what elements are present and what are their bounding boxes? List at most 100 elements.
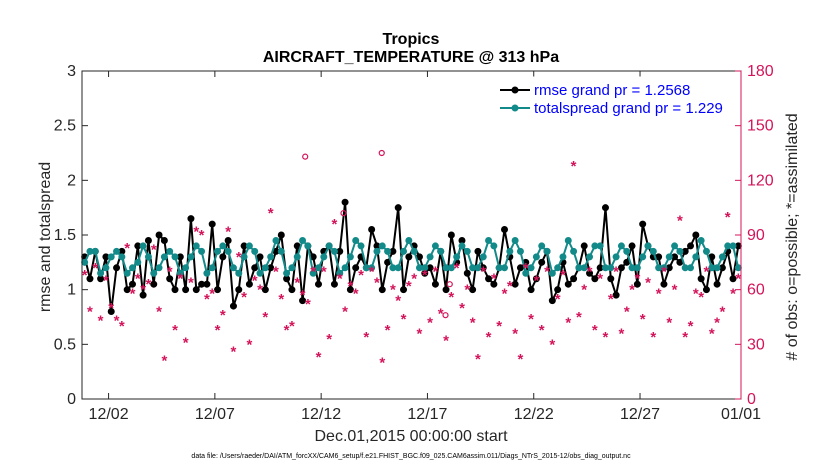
obs-assimilated-point: * (427, 314, 433, 331)
obs-assimilated-point: * (241, 289, 247, 306)
y-axis-right-ticks: 0 30 60 90 120 150 180 (735, 63, 774, 408)
totalspread-point (713, 264, 721, 272)
totalspread-point (128, 264, 136, 272)
rmse-point (368, 226, 376, 234)
obs-assimilated-point: * (332, 216, 338, 233)
rmse-point (548, 297, 556, 305)
obs-assimilated-point: * (666, 314, 672, 331)
totalspread-point (118, 253, 126, 261)
totalspread-point (485, 236, 493, 244)
obs-assimilated-point: * (624, 304, 630, 321)
obs-assimilated-point: * (252, 273, 258, 290)
obs-assimilated-point: * (82, 267, 88, 284)
rmse-point (330, 280, 338, 288)
obs-assimilated-point: * (385, 322, 391, 339)
rmse-point (469, 286, 477, 294)
totalspread-point (479, 253, 487, 261)
rmse-point (687, 242, 695, 250)
rmse-point (128, 280, 136, 288)
obs-assimilated-point: * (167, 263, 173, 280)
obs-assimilated-point: * (172, 322, 178, 339)
totalspread-point (623, 247, 631, 255)
totalspread-point (373, 247, 381, 255)
obs-assimilated-point: * (236, 249, 242, 266)
rmse-point (107, 308, 115, 316)
rmse-point (617, 264, 625, 272)
totalspread-point (166, 247, 174, 255)
rmse-point (261, 286, 269, 294)
obs-assimilated-point: * (704, 263, 710, 280)
rmse-point (187, 215, 195, 223)
obs-assimilated-point: * (289, 318, 295, 335)
y-left-tick-label: 3 (67, 63, 76, 80)
chart-series-layer (81, 198, 742, 316)
obs-assimilated-point: * (470, 314, 476, 331)
rmse-point (697, 275, 705, 283)
obs-assimilated-point: * (225, 223, 231, 240)
totalspread-point (394, 264, 402, 272)
x-tick-label: 12/17 (407, 406, 447, 423)
rmse-point (155, 231, 163, 239)
data-file-footer: data file: /Users/raeder/DAI/ATM_forcXX/… (191, 453, 631, 460)
rmse-point (447, 231, 455, 239)
obs-assimilated-point: * (326, 331, 332, 348)
obs-assimilated-point: * (735, 271, 741, 288)
totalspread-point (410, 247, 418, 255)
rmse-point (511, 280, 519, 288)
totalspread-point (538, 242, 546, 250)
rmse-point (485, 275, 493, 283)
totalspread-point (378, 242, 386, 250)
obs-assimilated-point: * (682, 329, 688, 346)
obs-assimilated-point: * (459, 300, 465, 317)
obs-assimilated-point: * (146, 276, 152, 293)
chart-title-line2: AIRCRAFT_TEMPERATURE @ 313 hPa (263, 49, 559, 66)
obs-assimilated-point: * (161, 353, 167, 370)
obs-assimilated-point: * (730, 285, 736, 302)
obs-assimilated-point: * (698, 289, 704, 306)
totalspread-point (219, 242, 227, 250)
rmse-point (299, 297, 307, 305)
rmse-point (113, 264, 121, 272)
legend-totalspread-label: totalspread grand pr = 1.229 (534, 100, 723, 117)
rmse-point (607, 275, 615, 283)
obs-assimilated-point: * (581, 282, 587, 299)
obs-assimilated-point: * (108, 300, 114, 317)
rmse-point (219, 253, 227, 261)
totalspread-point (511, 236, 519, 244)
obs-assimilated-point: * (379, 355, 385, 372)
obs-assimilated-point: * (688, 318, 694, 335)
totalspread-point (176, 269, 184, 277)
totalspread-point (320, 253, 328, 261)
totalspread-point (113, 247, 121, 255)
rmse-point (442, 286, 450, 294)
totalspread-point (346, 253, 354, 261)
obs-assimilated-point: * (565, 314, 571, 331)
chart-legend: rmse grand pr = 1.2568 totalspread grand… (492, 76, 740, 124)
obs-possible-point (446, 281, 453, 288)
totalspread-point (639, 253, 647, 261)
obs-assimilated-point: * (310, 263, 316, 280)
obs-assimilated-point: * (677, 212, 683, 229)
obs-assimilated-point: * (300, 287, 306, 304)
totalspread-point (426, 253, 434, 261)
totalspread-point (325, 242, 333, 250)
totalspread-point (522, 269, 530, 277)
rmse-point (314, 280, 322, 288)
totalspread-point (554, 264, 562, 272)
x-tick-label: 12/12 (301, 406, 341, 423)
obs-assimilated-point: * (656, 285, 662, 302)
obs-assimilated-point: * (619, 325, 625, 342)
obs-assimilated-point: * (119, 318, 125, 335)
rmse-point (160, 236, 168, 244)
legend-rmse-label: rmse grand pr = 1.2568 (534, 82, 690, 99)
totalspread-point (107, 253, 115, 261)
x-tick-label: 12/22 (514, 406, 554, 423)
obs-assimilated-point: * (103, 273, 109, 290)
rmse-point (431, 280, 439, 288)
totalspread-point (665, 253, 673, 261)
obs-assimilated-point: * (337, 271, 343, 288)
obs-assimilated-point: * (183, 335, 189, 352)
legend-rmse-marker (511, 86, 519, 94)
totalspread-point (261, 264, 269, 272)
y-right-tick-label: 0 (747, 391, 756, 408)
